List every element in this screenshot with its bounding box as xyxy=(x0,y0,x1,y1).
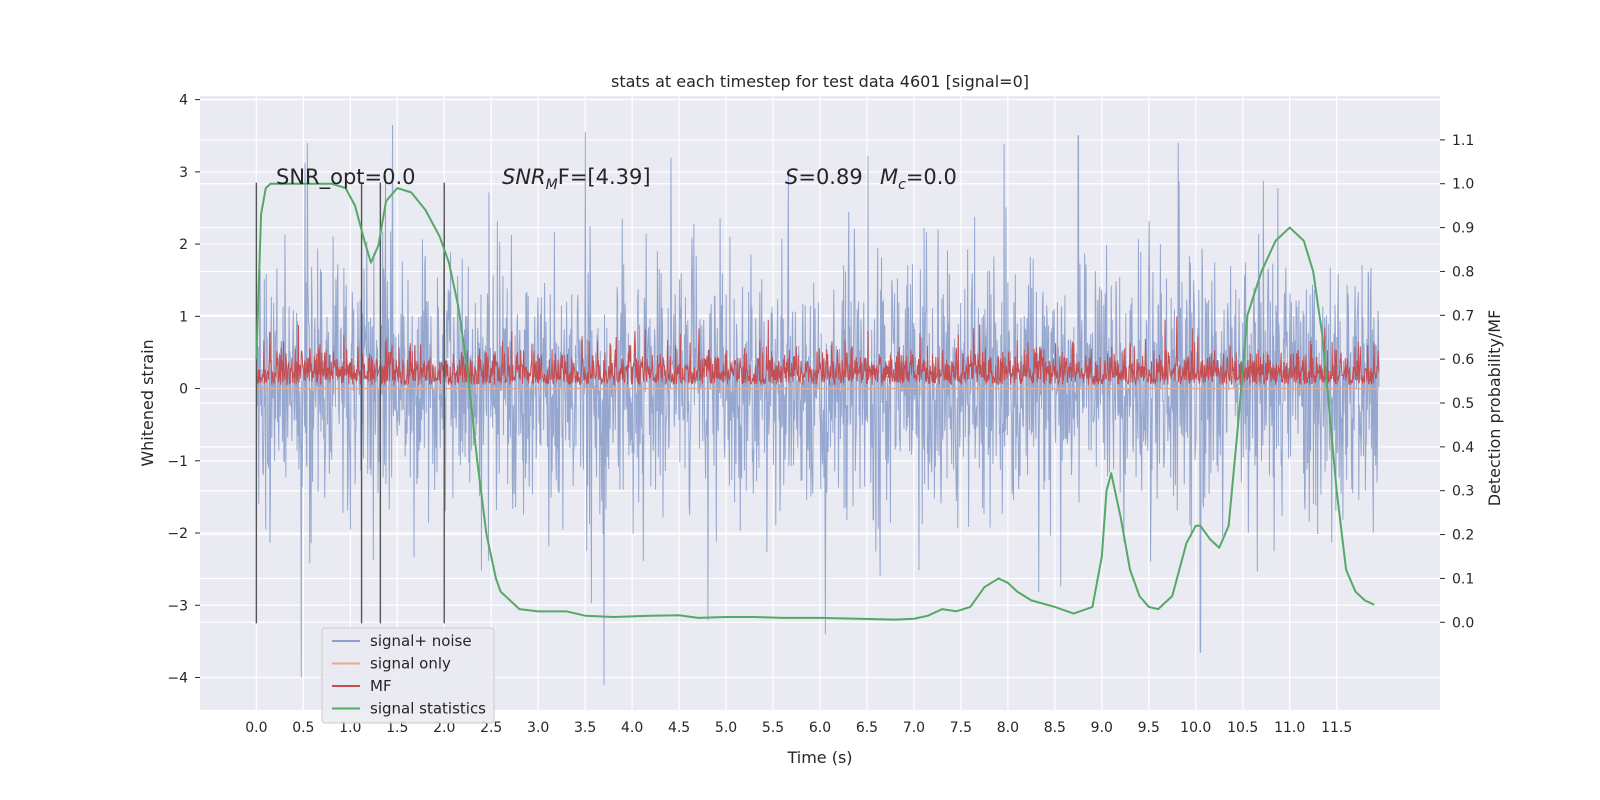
y-tick-label: −4 xyxy=(167,670,188,686)
s-name: S xyxy=(785,165,798,189)
signal-statistics-line xyxy=(255,182,1375,621)
y2-tick-label: 0.7 xyxy=(1452,308,1474,324)
y2-tick-label: 0.2 xyxy=(1452,528,1474,544)
x-tick-label: 2.5 xyxy=(480,720,502,736)
x-tick-label: 1.5 xyxy=(386,720,408,736)
x-tick-label: 2.0 xyxy=(433,720,455,736)
series-signal-statistics xyxy=(255,182,1375,621)
y2-axis-label: Detection probability/MF xyxy=(1485,310,1504,507)
x-tick-label: 1.0 xyxy=(339,720,361,736)
y2-tick-label: 0.5 xyxy=(1452,396,1474,412)
x-tick-label: 9.0 xyxy=(1091,720,1113,736)
x-tick-label: 3.0 xyxy=(527,720,549,736)
x-tick-label: 8.5 xyxy=(1044,720,1066,736)
x-tick-label: 11.5 xyxy=(1321,720,1352,736)
y2-tick-label: 1.0 xyxy=(1452,177,1474,193)
y-tick-label: 0 xyxy=(179,382,188,398)
x-tick-label: 6.0 xyxy=(809,720,831,736)
y2-tick-label: 0.4 xyxy=(1452,440,1474,456)
y2-tick-label: 0.6 xyxy=(1452,352,1474,368)
x-tick-label: 10.0 xyxy=(1180,720,1211,736)
legend-label: signal statistics xyxy=(370,700,486,718)
x-tick-label: 4.0 xyxy=(621,720,643,736)
y-tick-label: 1 xyxy=(179,309,188,325)
legend-box xyxy=(321,627,495,724)
grid xyxy=(200,96,1440,710)
y-axis-label: Whitened strain xyxy=(138,339,157,466)
x-tick-label: 5.0 xyxy=(715,720,737,736)
annotation-s: S=0.89 xyxy=(785,165,863,189)
x-tick-label: 11.0 xyxy=(1274,720,1305,736)
y2-tick-label: 0.1 xyxy=(1452,571,1474,587)
legend: signal+ noise signal only MF signal statist… xyxy=(321,627,495,724)
snr-mf-suffix: F=[4.39] xyxy=(558,165,651,189)
x-tick-label: 3.5 xyxy=(574,720,596,736)
x-tick-label: 6.5 xyxy=(856,720,878,736)
y-tick-label: −2 xyxy=(167,526,188,542)
x-tick-label: 4.5 xyxy=(668,720,690,736)
y2-tick-label: 0.3 xyxy=(1452,484,1474,500)
x-tick-label: 5.5 xyxy=(762,720,784,736)
annotation-snr-opt: SNR_opt=0.0 xyxy=(276,165,416,190)
snr-mf-prefix: SNR xyxy=(502,165,546,189)
x-tick-label: 10.5 xyxy=(1227,720,1258,736)
x-tick-label: 0.0 xyxy=(245,720,267,736)
mc-value: =0.0 xyxy=(906,165,957,189)
y2-tick-label: 1.1 xyxy=(1452,133,1474,149)
x-tick-label: 9.5 xyxy=(1138,720,1160,736)
annotation-snr-mf: SNRMF=[4.39] xyxy=(502,165,651,193)
y-tick-label: 4 xyxy=(179,93,188,109)
x-tick-label: 7.5 xyxy=(950,720,972,736)
mc-name: M xyxy=(880,165,898,189)
y2-tick-label: 0.8 xyxy=(1452,264,1474,280)
y-tick-label: 3 xyxy=(179,165,188,181)
series-signal-noise xyxy=(255,124,1380,685)
signal-noise-line xyxy=(255,124,1380,685)
x-tick-label: 8.0 xyxy=(997,720,1019,736)
x-tick-label: 0.5 xyxy=(292,720,314,736)
x-tick-label: 7.0 xyxy=(903,720,925,736)
mf-line xyxy=(255,316,1380,387)
legend-label: signal+ noise xyxy=(370,632,472,650)
legend-label: MF xyxy=(370,677,392,695)
legend-label: signal only xyxy=(370,655,451,673)
s-value: =0.89 xyxy=(798,165,862,189)
y-tick-label: −1 xyxy=(167,454,188,470)
x-axis-label: Time (s) xyxy=(786,748,852,767)
series-mf xyxy=(255,316,1380,387)
y2-tick-label: 0.9 xyxy=(1452,221,1474,237)
tick-labels: 0.0 0.5 1.0 1.5 2.0 2.5 3.0 3.5 4.0 4.5 5.0 5.5 6.0 6… xyxy=(167,93,1474,736)
y2-tick-label: 0.0 xyxy=(1452,615,1474,631)
mc-subscript: c xyxy=(898,177,906,193)
chart-title: stats at each timestep for test data 460… xyxy=(611,72,1029,91)
snr-mf-subscript: M xyxy=(546,177,558,193)
annotation-mc: Mc=0.0 xyxy=(880,165,957,193)
y-tick-label: 2 xyxy=(179,237,188,253)
event-markers xyxy=(255,182,445,624)
y-tick-label: −3 xyxy=(167,598,188,614)
